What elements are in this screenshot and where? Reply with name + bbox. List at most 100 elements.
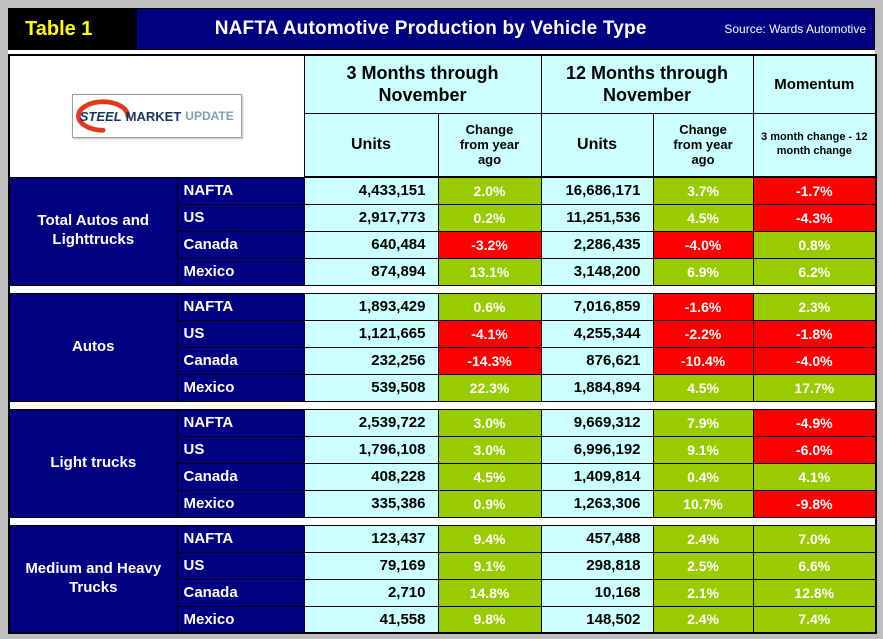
momentum-value: -4.3% — [752, 203, 877, 232]
change-12mo-value: 2.4% — [652, 605, 754, 634]
group-separator-cell — [9, 284, 877, 294]
header-momentum-formula: 3 month change - 12 month change — [752, 112, 877, 178]
table-row: Canada 232,256 -14.3% 876,621 -10.4% -4.0% — [9, 346, 877, 375]
units-12mo-value: 148,502 — [540, 605, 654, 634]
table-row: Mexico 874,894 13.1% 3,148,200 6.9% 6.2% — [9, 257, 877, 286]
logo-text-steel: STEEL — [79, 108, 122, 124]
units-3mo-value: 874,894 — [303, 257, 439, 286]
momentum-value: -4.9% — [752, 408, 877, 437]
table-frame: Table 1 NAFTA Automotive Production by V… — [8, 8, 878, 634]
region-label: Canada — [176, 346, 305, 375]
change-12mo-value: 3.7% — [652, 176, 754, 205]
header-units-3mo: Units — [303, 112, 439, 178]
change-12mo-value: 2.4% — [652, 524, 754, 553]
momentum-value: 0.8% — [752, 230, 877, 259]
change-3mo-value: 0.9% — [437, 489, 542, 518]
logo-text-update: UPDATE — [185, 109, 234, 124]
units-12mo-value: 7,016,859 — [540, 292, 654, 321]
units-12mo-value: 16,686,171 — [540, 176, 654, 205]
header-momentum: Momentum — [752, 54, 877, 114]
units-3mo-value: 539,508 — [303, 373, 439, 402]
header-units-12mo: Units — [540, 112, 654, 178]
group-separator — [9, 400, 877, 410]
units-3mo-value: 2,917,773 — [303, 203, 439, 232]
region-label: Canada — [176, 578, 305, 607]
change-3mo-value: -4.1% — [437, 319, 542, 348]
table-row: Autos NAFTA 1,893,429 0.6% 7,016,859 -1.6% 2.3… — [8, 292, 877, 402]
change-12mo-value: 7.9% — [652, 408, 754, 437]
momentum-value: -9.8% — [752, 489, 877, 518]
units-12mo-value: 1,409,814 — [540, 462, 654, 491]
region-label: NAFTA — [176, 524, 305, 553]
change-3mo-value: 9.1% — [437, 551, 542, 580]
region-label: US — [176, 203, 305, 232]
region-label: Canada — [176, 462, 305, 491]
change-12mo-value: 0.4% — [652, 462, 754, 491]
table-row: Canada 408,228 4.5% 1,409,814 0.4% 4.1% — [9, 462, 877, 491]
units-12mo-value: 876,621 — [540, 346, 654, 375]
title-bar: Table 1 NAFTA Automotive Production by V… — [8, 8, 875, 50]
change-3mo-value: 14.8% — [437, 578, 542, 607]
units-3mo-value: 640,484 — [303, 230, 439, 259]
table-row: Canada 640,484 -3.2% 2,286,435 -4.0% 0.8% — [9, 230, 877, 259]
logo-cell: STEEL MARKET UPDATE — [8, 54, 305, 178]
units-12mo-value: 298,818 — [540, 551, 654, 580]
units-3mo-value: 41,558 — [303, 605, 439, 634]
table-label-box: Table 1 — [9, 9, 137, 49]
region-label: Mexico — [176, 605, 305, 634]
change-12mo-value: -4.0% — [652, 230, 754, 259]
group-separator-cell — [9, 516, 877, 526]
logo-text-market: MARKET — [125, 108, 182, 124]
change-3mo-value: 3.0% — [437, 435, 542, 464]
momentum-value: -1.8% — [752, 319, 877, 348]
units-12mo-value: 1,263,306 — [540, 489, 654, 518]
table-row: US 1,796,108 3.0% 6,996,192 9.1% -6.0% — [9, 435, 877, 464]
table-row: Mexico 335,386 0.9% 1,263,306 10.7% -9.8% — [9, 489, 877, 518]
units-12mo-value: 4,255,344 — [540, 319, 654, 348]
momentum-value: 7.0% — [752, 524, 877, 553]
group-label: Medium and Heavy Trucks — [8, 524, 178, 634]
change-12mo-value: 4.5% — [652, 373, 754, 402]
region-label: US — [176, 551, 305, 580]
header-12-months: 12 Months through November — [540, 54, 754, 114]
units-3mo-value: 79,169 — [303, 551, 439, 580]
group-label: Autos — [8, 292, 178, 402]
momentum-value: 6.2% — [752, 257, 877, 286]
header-change-12mo: Change from year ago — [652, 112, 754, 178]
group-label: Light trucks — [8, 408, 178, 518]
units-3mo-value: 4,433,151 — [303, 176, 439, 205]
change-12mo-value: 4.5% — [652, 203, 754, 232]
change-3mo-value: 22.3% — [437, 373, 542, 402]
units-3mo-value: 335,386 — [303, 489, 439, 518]
header-3-months: 3 Months through November — [303, 54, 542, 114]
table-row: Mexico 41,558 9.8% 148,502 2.4% 7.4% — [9, 605, 877, 634]
units-3mo-value: 1,796,108 — [303, 435, 439, 464]
momentum-value: -4.0% — [752, 346, 877, 375]
region-label: US — [176, 319, 305, 348]
momentum-value: 17.7% — [752, 373, 877, 402]
change-3mo-value: 0.2% — [437, 203, 542, 232]
units-3mo-value: 408,228 — [303, 462, 439, 491]
units-3mo-value: 123,437 — [303, 524, 439, 553]
region-label: NAFTA — [176, 408, 305, 437]
units-12mo-value: 11,251,536 — [540, 203, 654, 232]
region-label: Canada — [176, 230, 305, 259]
table-row: Medium and Heavy Trucks NAFTA 123,437 9.4% 4… — [8, 524, 877, 634]
table-row: Total Autos and Lighttrucks NAFTA 4,433,15… — [8, 176, 877, 286]
region-label: Mexico — [176, 257, 305, 286]
table-row: Canada 2,710 14.8% 10,168 2.1% 12.8% — [9, 578, 877, 607]
momentum-value: 2.3% — [752, 292, 877, 321]
units-12mo-value: 9,669,312 — [540, 408, 654, 437]
region-label: NAFTA — [176, 292, 305, 321]
page-title: NAFTA Automotive Production by Vehicle T… — [214, 18, 647, 39]
group-separator — [9, 516, 877, 526]
table-body: Total Autos and Lighttrucks NAFTA 4,433,15… — [8, 176, 877, 634]
title-table-gap — [8, 50, 875, 54]
change-3mo-value: 9.4% — [437, 524, 542, 553]
change-12mo-value: 2.1% — [652, 578, 754, 607]
header-change-3mo: Change from year ago — [437, 112, 542, 178]
momentum-value: 12.8% — [752, 578, 877, 607]
region-label: US — [176, 435, 305, 464]
units-3mo-value: 1,121,665 — [303, 319, 439, 348]
change-12mo-value: -10.4% — [652, 346, 754, 375]
